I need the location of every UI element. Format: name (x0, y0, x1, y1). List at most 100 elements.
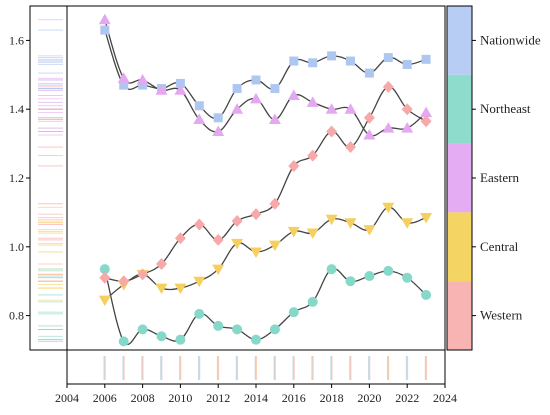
data-point-nationwide (383, 53, 393, 63)
data-point-northeast (364, 271, 375, 282)
x-tick-label: 2006 (93, 391, 117, 405)
x-tick-label: 2010 (168, 391, 192, 405)
data-point-western (174, 232, 186, 245)
data-point-western (420, 115, 432, 128)
data-point-western (99, 271, 111, 284)
data-point-eastern (174, 84, 187, 95)
data-point-eastern (268, 113, 281, 125)
data-point-nationwide (402, 59, 412, 69)
data-point-eastern (117, 72, 130, 83)
data-point-northeast (269, 324, 280, 335)
x-tick-label: 2018 (320, 391, 344, 405)
data-point-nationwide (232, 84, 242, 94)
data-point-eastern (306, 96, 319, 107)
data-point-nationwide (421, 54, 431, 64)
data-point-western (269, 197, 281, 210)
data-point-northeast (156, 331, 167, 342)
data-point-eastern (401, 122, 414, 133)
data-point-northeast (213, 320, 224, 331)
data-point-western (118, 275, 130, 288)
data-point-nationwide (119, 80, 129, 90)
legend-label-western: Western (480, 308, 523, 323)
data-point-northeast (421, 289, 432, 300)
x-tick-label: 2016 (282, 391, 306, 405)
data-point-northeast (99, 264, 110, 275)
x-tick-label: 2012 (206, 391, 230, 405)
data-point-nationwide (327, 51, 337, 61)
data-point-western (137, 268, 149, 281)
data-point-central (98, 295, 111, 307)
x-tick-label: 2024 (433, 391, 457, 405)
data-point-northeast (137, 324, 148, 335)
data-point-eastern (98, 13, 111, 25)
data-point-central (325, 214, 338, 226)
x-tick-label: 2008 (131, 391, 155, 405)
data-point-northeast (383, 265, 394, 276)
data-point-central (231, 238, 244, 250)
data-point-eastern (382, 122, 395, 133)
data-point-eastern (250, 92, 262, 104)
left-rug-strip (38, 19, 63, 342)
data-point-western (288, 159, 300, 172)
data-point-northeast (307, 296, 318, 307)
y-axis-ticks: 0.8 1.0 1.2 1.4 1.6 (9, 33, 30, 323)
data-point-northeast (402, 272, 413, 283)
data-point-northeast (288, 307, 299, 318)
data-point-western (326, 125, 338, 138)
data-point-eastern (363, 129, 376, 140)
legend-frame (446, 5, 473, 351)
data-point-nationwide (213, 113, 223, 123)
legend-swatch-western (447, 281, 472, 350)
data-point-western (382, 80, 394, 93)
legend-label-eastern: Eastern (480, 170, 519, 185)
data-point-nationwide (251, 75, 261, 85)
data-point-nationwide (175, 78, 185, 88)
data-point-nationwide (364, 68, 374, 78)
y-tick-label: 1.2 (9, 171, 24, 185)
x-tick-label: 2014 (244, 391, 268, 405)
legend-label-central: Central (480, 239, 519, 254)
data-point-nationwide (289, 56, 299, 66)
data-point-western (231, 215, 243, 227)
data-point-western (345, 141, 356, 154)
y-tick-label: 1.6 (9, 33, 24, 47)
data-point-eastern (193, 113, 206, 125)
data-point-eastern (420, 106, 433, 118)
legend-label-northeast: Northeast (480, 101, 531, 116)
data-point-western (401, 103, 413, 116)
x-tick-label: 2022 (395, 391, 419, 405)
data-point-northeast (251, 334, 261, 345)
data-point-central (306, 228, 319, 240)
data-point-northeast (345, 276, 356, 287)
data-point-eastern (287, 89, 300, 100)
data-point-northeast (118, 336, 129, 347)
legend-swatch-northeast (447, 74, 472, 144)
data-point-eastern (344, 103, 357, 114)
data-point-western (363, 111, 375, 124)
data-point-central (212, 264, 225, 276)
data-point-nationwide (100, 25, 110, 35)
data-point-western (193, 218, 205, 231)
y-tick-label: 0.8 (9, 309, 24, 323)
data-point-western (212, 233, 224, 246)
bottom-rug-strip (103, 356, 428, 380)
legend-label-nationwide: Nationwide (480, 32, 541, 47)
data-point-central (268, 240, 281, 252)
y-tick-label: 1.0 (9, 240, 24, 254)
data-point-eastern (155, 84, 168, 95)
data-point-nationwide (138, 80, 148, 90)
data-point-nationwide (194, 101, 204, 111)
data-point-central (401, 218, 414, 229)
data-point-northeast (232, 324, 243, 335)
data-point-central (420, 213, 433, 224)
y-tick-label: 1.4 (9, 102, 24, 116)
data-point-eastern (325, 103, 338, 114)
data-point-nationwide (270, 84, 280, 94)
legend-swatch-nationwide (447, 6, 472, 75)
data-point-central (287, 226, 300, 238)
data-point-central (193, 276, 206, 288)
data-point-western (307, 149, 319, 162)
data-point-northeast (175, 334, 186, 345)
data-point-central (250, 247, 262, 258)
